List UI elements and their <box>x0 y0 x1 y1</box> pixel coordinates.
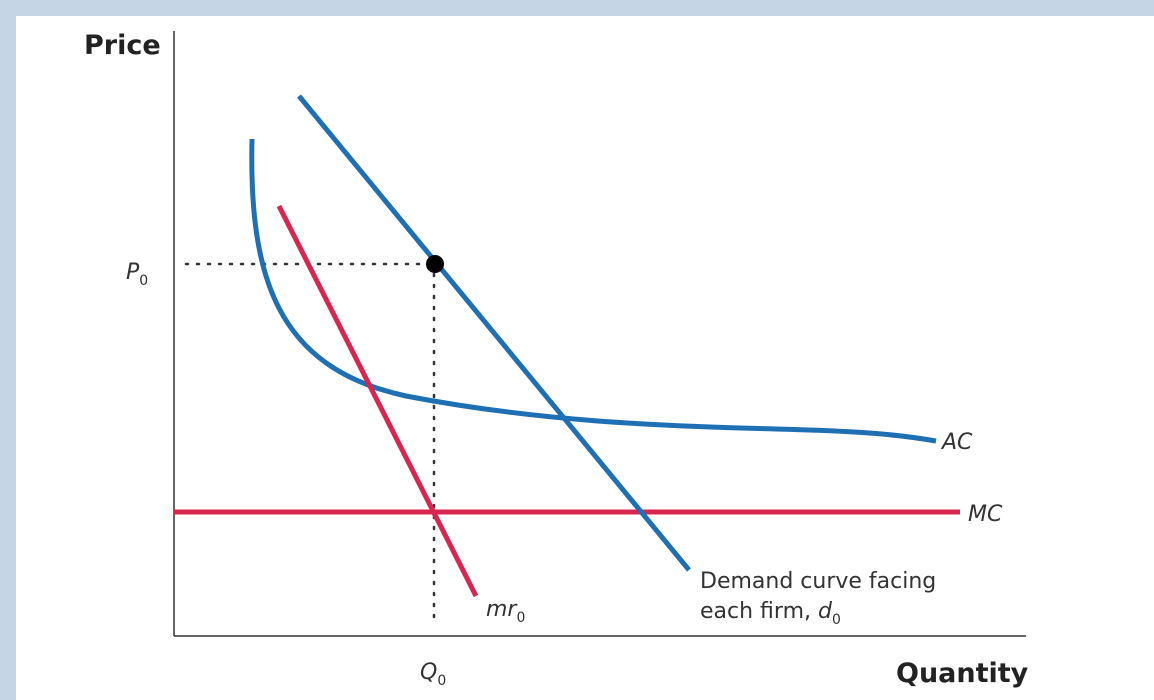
price-p0-label: P0 <box>126 260 148 289</box>
demand-label-line1: Demand curve facing <box>700 569 936 594</box>
ac-label: AC <box>940 430 973 455</box>
quantity-q0-label: Q0 <box>420 660 446 689</box>
mc-label: MC <box>968 502 1003 527</box>
figure-frame: Price Quantity P0 Q0 AC MC mr0 <box>16 16 1154 700</box>
mr-curve <box>276 204 479 598</box>
x-axis-title: Quantity <box>896 658 1029 689</box>
equilibrium-point <box>426 255 444 273</box>
demand-curve <box>297 94 691 572</box>
y-axis-title: Price <box>84 30 161 61</box>
ac-curve <box>249 138 937 444</box>
mr-label: mr0 <box>486 597 525 626</box>
monopolistic-competition-diagram: Price Quantity P0 Q0 AC MC mr0 <box>84 30 1029 689</box>
demand-label-line2: each firm, d0 <box>700 599 841 628</box>
